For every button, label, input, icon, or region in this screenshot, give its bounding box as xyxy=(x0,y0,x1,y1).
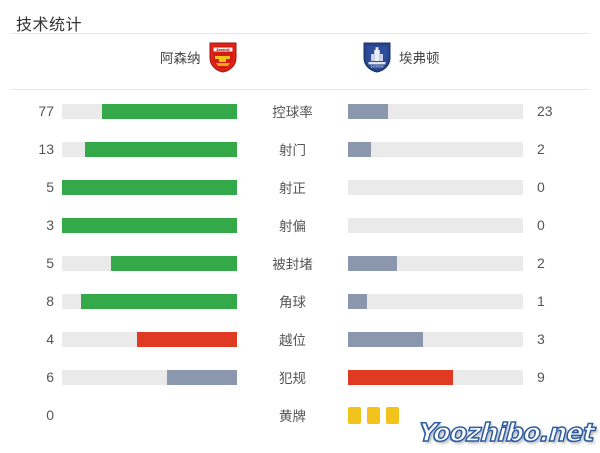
stat-home-bar-fill xyxy=(102,103,237,119)
stat-label: 犯规 xyxy=(279,371,306,386)
stat-home-bar xyxy=(62,293,237,309)
stat-away-bar xyxy=(348,141,523,157)
stat-home-bar xyxy=(62,217,237,233)
stat-row: 3 射偏 0 xyxy=(0,206,600,244)
stat-home-bar-fill xyxy=(111,255,237,271)
stat-away-bar xyxy=(348,369,523,385)
stat-home-bar xyxy=(62,179,237,195)
stat-away-value: 2 xyxy=(537,255,545,271)
stat-away-value: 3 xyxy=(537,331,545,347)
stat-label: 射偏 xyxy=(279,219,306,234)
stat-row: 5 射正 0 xyxy=(0,168,600,206)
arsenal-crest-icon: Arsenal xyxy=(209,42,236,73)
stat-label: 越位 xyxy=(279,333,306,348)
stat-home-bar-fill xyxy=(84,141,237,157)
stat-away-value: 0 xyxy=(537,179,545,195)
stat-row: 6 犯规 9 xyxy=(0,358,600,396)
stat-home-value: 4 xyxy=(46,331,54,347)
stat-row: 8 角球 1 xyxy=(0,282,600,320)
stat-home-bar xyxy=(62,369,237,385)
stat-away-bar-fill xyxy=(348,369,453,385)
yellow-card-icon xyxy=(386,406,399,424)
stat-row: 13 射门 2 xyxy=(0,130,600,168)
stat-home-value: 5 xyxy=(46,179,54,195)
stat-label: 被封堵 xyxy=(272,257,313,272)
stat-home-bar-fill xyxy=(62,217,237,233)
stat-away-bar xyxy=(348,293,523,309)
team-away-name: 埃弗顿 xyxy=(399,51,440,66)
stat-home-value: 77 xyxy=(38,103,54,119)
stat-away-bar-fill xyxy=(348,293,368,309)
stat-home-value: 0 xyxy=(46,407,54,423)
stat-label: 控球率 xyxy=(272,105,313,120)
stat-away-value: 23 xyxy=(537,103,553,119)
stat-label: 射正 xyxy=(279,181,306,196)
stat-away-bar xyxy=(348,255,523,271)
stat-away-value: 2 xyxy=(537,141,545,157)
stat-away-bar-fill xyxy=(348,255,397,271)
team-home[interactable]: 阿森纳 Arsenal xyxy=(160,41,238,73)
stat-row: 77 控球率 23 xyxy=(0,92,600,130)
stat-label: 黄牌 xyxy=(279,409,306,424)
svg-text:Arsenal: Arsenal xyxy=(216,48,229,52)
stat-home-bar-fill xyxy=(137,331,237,347)
stat-label: 射门 xyxy=(279,143,306,158)
header-divider-bottom xyxy=(10,89,590,90)
teams-header: 阿森纳 Arsenal EVERTON 埃弗顿 xyxy=(0,34,600,80)
stat-home-bar xyxy=(62,331,237,347)
stat-away-bar xyxy=(348,217,523,233)
away-yellow-cards xyxy=(348,406,523,424)
stat-away-value: 0 xyxy=(537,217,545,233)
stat-row: 4 越位 3 xyxy=(0,320,600,358)
stat-label: 角球 xyxy=(279,295,306,310)
stat-home-bar xyxy=(62,141,237,157)
stat-row: 5 被封堵 2 xyxy=(0,244,600,282)
team-home-name: 阿森纳 xyxy=(160,51,201,66)
home-yellow-cards xyxy=(62,408,237,423)
everton-crest-icon: EVERTON xyxy=(363,42,391,73)
svg-text:EVERTON: EVERTON xyxy=(371,64,384,68)
stat-home-value: 3 xyxy=(46,217,54,233)
stat-away-bar xyxy=(348,179,523,195)
page-title: 技术统计 xyxy=(16,17,83,34)
stat-home-bar-fill xyxy=(62,179,237,195)
header-divider-top xyxy=(10,33,590,34)
stat-home-bar xyxy=(62,103,237,119)
yellow-card-icon xyxy=(367,406,380,424)
stat-away-value: 9 xyxy=(537,369,545,385)
yellow-card-icon xyxy=(348,406,361,424)
stat-away-bar-fill xyxy=(348,331,424,347)
stats-table: 77 控球率 23 13 射门 2 5 射正 0 3 射偏 0 5 被封堵 2 8 角球 1 4 越位 3 6 犯规 9 0 黄牌 xyxy=(0,90,600,434)
stat-home-value: 8 xyxy=(46,293,54,309)
stat-home-bar-fill xyxy=(167,369,237,385)
stat-away-bar xyxy=(348,331,523,347)
stat-home-value: 5 xyxy=(46,255,54,271)
stat-away-bar xyxy=(348,103,523,119)
stat-away-bar-fill xyxy=(348,103,389,119)
stat-home-value: 6 xyxy=(46,369,54,385)
stat-row: 0 黄牌 xyxy=(0,396,600,434)
stat-home-value: 13 xyxy=(38,141,54,157)
stat-away-value: 1 xyxy=(537,293,545,309)
team-away[interactable]: EVERTON 埃弗顿 xyxy=(362,41,440,73)
stat-home-bar xyxy=(62,255,237,271)
stat-home-bar-fill xyxy=(81,293,237,309)
stat-away-bar-fill xyxy=(348,141,371,157)
